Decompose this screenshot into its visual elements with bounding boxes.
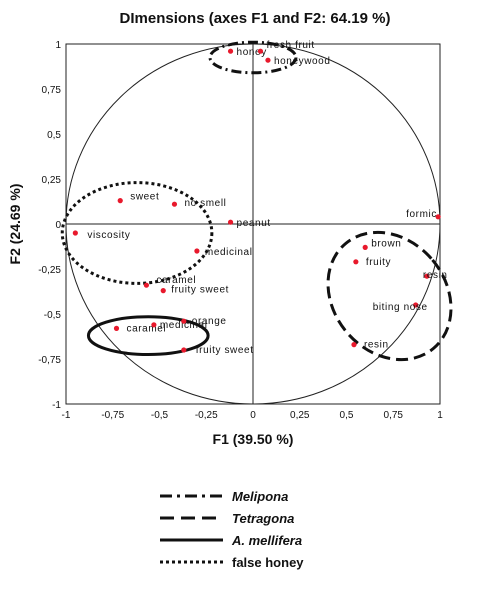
- data-point: [265, 57, 271, 63]
- unit-circle: [65, 43, 441, 405]
- data-point: [171, 201, 178, 207]
- data-point: [151, 322, 157, 328]
- tetragona-ellipse: [326, 230, 453, 362]
- point-label: no smell: [184, 198, 226, 209]
- data-point: [424, 273, 430, 279]
- data-point: [257, 48, 264, 54]
- point-label: brown: [371, 238, 401, 249]
- y-tick-label: 0: [55, 220, 61, 231]
- x-tick-label: 0,5: [340, 410, 354, 421]
- point-label: viscosity: [87, 230, 130, 241]
- point-label: biting nose: [373, 302, 428, 313]
- data-point: [227, 48, 234, 54]
- x-tick-label: 1: [437, 410, 443, 421]
- point-label: sweet: [130, 192, 159, 203]
- point-label: orange: [192, 316, 227, 327]
- data-point: [181, 318, 187, 324]
- y-axis-label: F2 (24.69 %): [7, 184, 23, 265]
- data-point: [351, 342, 357, 348]
- data-point: [181, 347, 187, 353]
- legend-label: Melipona: [232, 489, 288, 504]
- data-point: [435, 214, 441, 220]
- point-label: fruity: [366, 257, 391, 268]
- data-point: [194, 248, 200, 254]
- point-label: fresh fruit: [266, 40, 314, 51]
- y-tick-label: 1: [55, 40, 61, 51]
- data-point: [227, 219, 234, 225]
- y-tick-label: 0,75: [42, 85, 62, 96]
- data-point: [413, 302, 419, 308]
- legend-label: A. mellifera: [231, 533, 302, 548]
- data-point: [362, 244, 368, 250]
- y-tick-label: -0,25: [38, 265, 61, 276]
- chart-title: DImensions (axes F1 and F2: 64.19 %): [120, 10, 391, 27]
- data-point: [117, 198, 123, 204]
- y-tick-label: -0,75: [38, 355, 61, 366]
- x-tick-label: -0,25: [195, 410, 218, 421]
- x-tick-label: -0,5: [151, 410, 169, 421]
- data-point: [113, 325, 120, 331]
- y-tick-label: 0,25: [42, 175, 62, 186]
- legend: Melipona Tetragona A. mellifera false honey: [160, 489, 304, 570]
- x-tick-label: 0: [250, 410, 256, 421]
- point-label: honeywood: [274, 56, 331, 67]
- data-point: [72, 230, 78, 236]
- tick-labels: -1 -0,75 -0,5 -0,25 0 0,25 0,5 0,75 1 1 0,75 0,5 0,2…: [38, 40, 443, 421]
- point-label: peanut: [237, 218, 271, 229]
- x-tick-label: -0,75: [101, 410, 124, 421]
- point-label: resin: [364, 340, 389, 351]
- data-point: [353, 259, 359, 265]
- y-tick-label: -1: [52, 400, 61, 411]
- legend-label: Tetragona: [232, 511, 294, 526]
- point-label: formic: [406, 209, 437, 220]
- data-point: [143, 282, 150, 288]
- point-label: fruity sweet: [196, 345, 254, 356]
- point-label: caramel: [156, 275, 196, 286]
- point-label: fruity sweet: [171, 285, 229, 296]
- point-label: resin: [423, 270, 448, 281]
- point-label: medicinal: [205, 247, 253, 258]
- axes: [66, 44, 440, 404]
- point-label: medicinal: [160, 320, 208, 331]
- y-tick-label: -0,5: [44, 310, 62, 321]
- x-tick-label: 0,75: [384, 410, 404, 421]
- correlation-circle: [65, 43, 441, 405]
- x-tick-label: 0,25: [290, 410, 310, 421]
- data-point: [160, 288, 166, 294]
- false-honey-ellipse: [60, 181, 214, 285]
- x-axis-label: F1 (39.50 %): [213, 431, 294, 447]
- group-ellipses: [60, 40, 453, 362]
- x-tick-label: -1: [62, 410, 71, 421]
- y-tick-label: 0,5: [47, 130, 61, 141]
- point-label: honey: [237, 47, 267, 58]
- melipona-ellipse: [208, 40, 298, 75]
- legend-label: false honey: [232, 555, 304, 570]
- point-label: caramel: [126, 323, 166, 334]
- a-mellifera-ellipse: [86, 315, 210, 357]
